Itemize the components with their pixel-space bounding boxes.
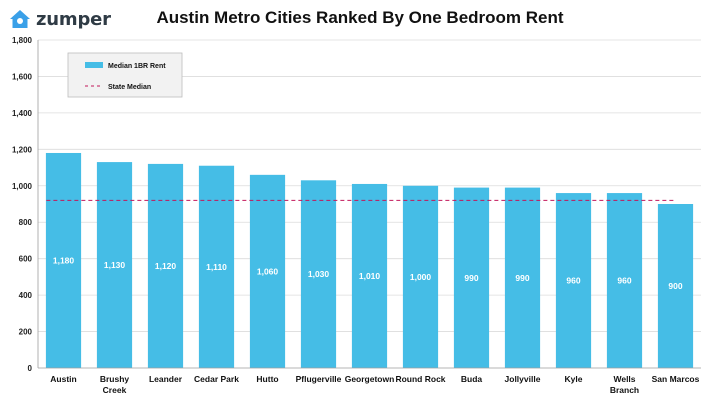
x-category-label: Brushy Creek [100, 374, 130, 395]
bars: 1,180 1,130 1,120 1,110 1,060 1,030 1,010 1,000… [45, 152, 694, 368]
bar-value-label: 1,110 [206, 262, 227, 272]
chart-title: Austin Metro Cities Ranked By One Bedroo… [156, 8, 564, 27]
bar-value-label: 1,030 [308, 269, 330, 279]
bar-value-label: 1,060 [257, 266, 279, 276]
y-tick-label: 1,800 [12, 36, 33, 45]
y-tick-label: 1,600 [12, 72, 33, 81]
y-tick-label: 0 [28, 364, 33, 373]
bar [249, 174, 286, 368]
y-tick-label: 1,200 [12, 145, 33, 154]
bar [351, 183, 388, 368]
bar-value-label: 1,130 [104, 260, 126, 270]
bar [606, 193, 643, 368]
y-tick-label: 1,400 [12, 109, 33, 118]
x-category-label: Austin [50, 374, 76, 384]
legend: Median 1BR Rent State Median [67, 52, 183, 98]
bar-value-label: 990 [464, 273, 478, 283]
bar [300, 180, 337, 368]
bar [45, 152, 82, 368]
y-tick-label: 400 [19, 291, 33, 300]
x-category-label: Round Rock [395, 374, 445, 384]
x-category-label: Buda [461, 374, 483, 384]
bar [657, 204, 694, 368]
legend-label-state: State Median [108, 84, 151, 91]
bar [147, 163, 184, 368]
x-category-label: Cedar Park [194, 374, 239, 384]
legend-swatch-bar [85, 62, 103, 68]
axes: 0 200 400 600 800 1,000 1,200 1,400 1,600 1,800 Au… [12, 36, 701, 395]
bar [402, 185, 439, 368]
x-category-label: Pflugerville [296, 374, 342, 384]
bar [453, 187, 490, 368]
x-category-label: Georgetown [345, 374, 395, 384]
bar-value-label: 1,010 [359, 271, 381, 281]
legend-box [67, 52, 183, 98]
zumper-logo: zumper [8, 6, 111, 32]
x-category-label: Jollyville [505, 374, 541, 384]
x-category-label: Wells Branch [610, 374, 639, 395]
y-tick-label: 200 [19, 328, 33, 337]
x-category-label: Hutto [256, 374, 278, 384]
bar-value-label: 900 [668, 281, 682, 291]
bar-value-label: 960 [566, 276, 580, 286]
x-category-label: San Marcos [652, 374, 700, 384]
bar-value-label: 1,180 [53, 255, 75, 265]
y-tick-label: 800 [19, 218, 33, 227]
house-icon [10, 10, 30, 28]
bar [555, 193, 592, 368]
bar-value-label: 990 [515, 273, 529, 283]
x-category-label: Leander [149, 374, 183, 384]
y-tick-label: 1,000 [12, 182, 33, 191]
bar [198, 165, 235, 368]
brand-name: zumper [36, 8, 111, 30]
x-category-label: Kyle [565, 374, 583, 384]
bar-value-label: 1,120 [155, 261, 177, 271]
bar-value-label: 1,000 [410, 272, 432, 282]
legend-label-median: Median 1BR Rent [108, 63, 166, 70]
y-tick-label: 600 [19, 255, 33, 264]
bar-value-label: 960 [617, 276, 631, 286]
bar [96, 162, 133, 368]
bar [504, 187, 541, 368]
